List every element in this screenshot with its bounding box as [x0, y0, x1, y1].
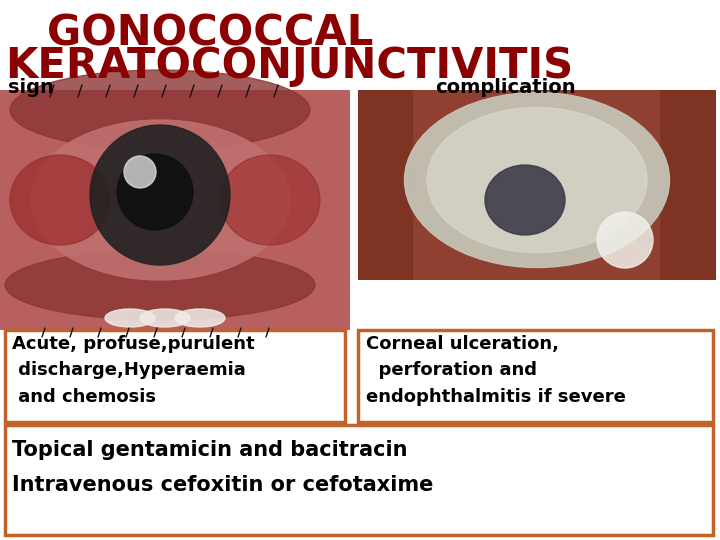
Ellipse shape — [105, 309, 155, 327]
Bar — [358, 90, 716, 280]
FancyBboxPatch shape — [5, 330, 345, 422]
Ellipse shape — [30, 120, 290, 280]
Text: complication: complication — [435, 78, 575, 97]
Ellipse shape — [10, 70, 310, 150]
Bar — [0, 90, 350, 330]
Ellipse shape — [405, 92, 670, 267]
Ellipse shape — [485, 165, 565, 235]
Ellipse shape — [140, 309, 190, 327]
Ellipse shape — [220, 155, 320, 245]
Text: KERATOCONJUNCTIVITIS: KERATOCONJUNCTIVITIS — [5, 45, 573, 87]
Text: Topical gentamicin and bacitracin: Topical gentamicin and bacitracin — [12, 440, 408, 460]
FancyBboxPatch shape — [5, 425, 713, 535]
Text: sign: sign — [8, 78, 54, 97]
Ellipse shape — [427, 107, 647, 253]
Circle shape — [90, 125, 230, 265]
Circle shape — [597, 212, 653, 268]
FancyBboxPatch shape — [358, 330, 713, 422]
Bar — [358, 90, 413, 280]
Ellipse shape — [5, 250, 315, 320]
Circle shape — [117, 154, 193, 230]
Circle shape — [124, 156, 156, 188]
Ellipse shape — [10, 155, 110, 245]
Text: GONOCOCCAL: GONOCOCCAL — [18, 12, 374, 54]
Bar — [660, 90, 716, 280]
Text: Intravenous cefoxitin or cefotaxime: Intravenous cefoxitin or cefotaxime — [12, 475, 433, 495]
Text: Corneal ulceration,
  perforation and
endophthalmitis if severe: Corneal ulceration, perforation and endo… — [366, 335, 626, 406]
Ellipse shape — [175, 309, 225, 327]
Text: Acute, profuse,purulent
 discharge,Hyperaemia
 and chemosis: Acute, profuse,purulent discharge,Hypera… — [12, 335, 255, 406]
